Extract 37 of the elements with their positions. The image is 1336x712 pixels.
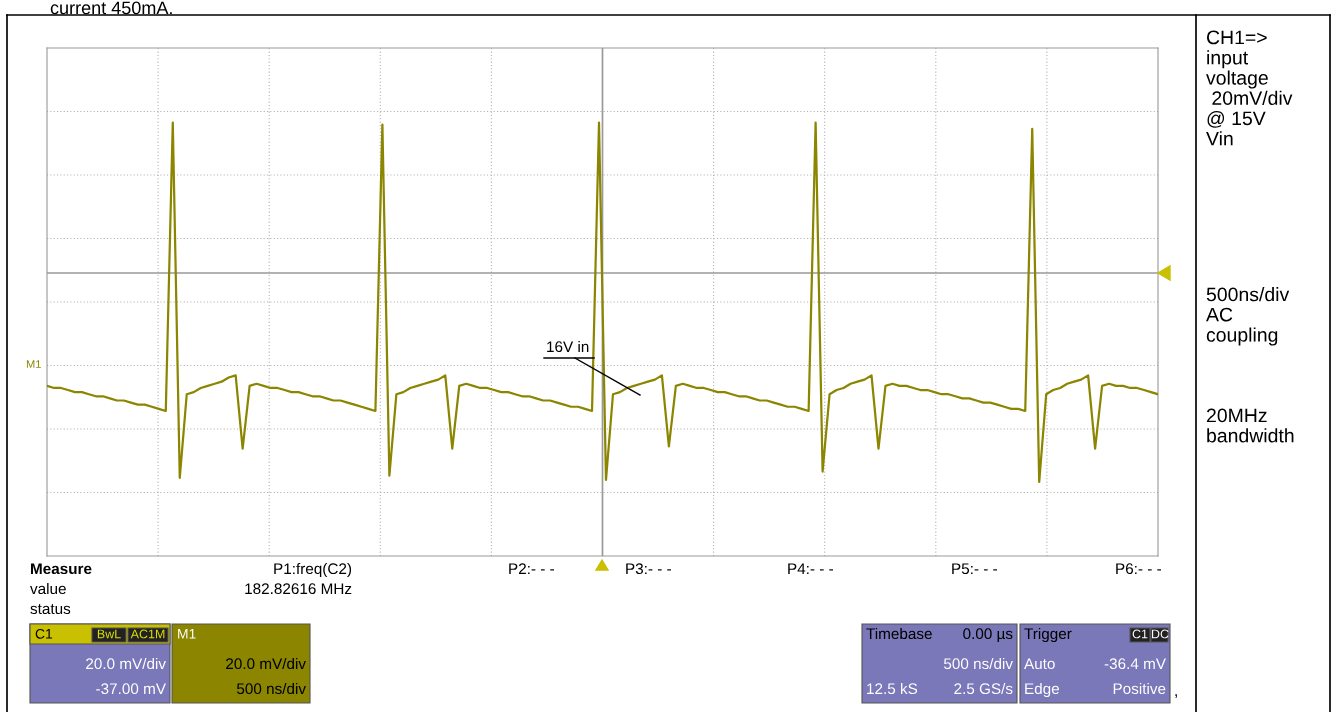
text: 20.0 mV/div xyxy=(86,657,166,670)
text: -36.4 mV xyxy=(1104,658,1166,670)
text: C1 xyxy=(35,628,53,639)
text: DC xyxy=(1152,629,1169,639)
text: Edge xyxy=(1025,682,1059,698)
text: current 450mA. xyxy=(50,1,172,15)
text: 2.5 GS/s xyxy=(954,682,1013,695)
text: Auto xyxy=(1024,658,1055,670)
text: value xyxy=(30,582,66,595)
text: 20MHz bandwidth xyxy=(1206,408,1294,443)
text: P4:- - - xyxy=(788,563,834,574)
text: P3:- - - xyxy=(626,563,672,575)
text: BwL xyxy=(97,629,121,639)
text: P1:freq(C2) xyxy=(274,562,352,578)
text: M1 xyxy=(178,629,196,639)
text: P5:- - - xyxy=(952,563,998,575)
text: M1 xyxy=(26,360,41,368)
text: Trigger xyxy=(1024,627,1072,643)
text: , xyxy=(1175,694,1177,698)
text: P2:- - - xyxy=(509,563,555,574)
text: 182.82616 MHz xyxy=(245,583,352,595)
text: P6:- - - xyxy=(1116,563,1162,575)
text: 0.00 µs xyxy=(963,628,1013,643)
text: 500 ns/div xyxy=(236,682,306,695)
text: C1 xyxy=(1132,629,1148,639)
text: 500 ns/div xyxy=(943,657,1013,670)
text: Measure xyxy=(31,563,92,575)
text: status xyxy=(30,604,71,615)
text: AC1M xyxy=(130,629,165,639)
text: Positive xyxy=(1113,682,1166,695)
annotation: 16V in xyxy=(547,340,589,353)
text: Timebase xyxy=(866,627,932,640)
text: 500ns/div AC coupling xyxy=(1206,287,1290,346)
text: 20.0 mV/div xyxy=(226,657,306,670)
text: -37.00 mV xyxy=(96,683,166,695)
text: CH1=> input voltage 20mV/div @ 15V Vin xyxy=(1206,30,1293,146)
text: 12.5 kS xyxy=(867,682,918,695)
